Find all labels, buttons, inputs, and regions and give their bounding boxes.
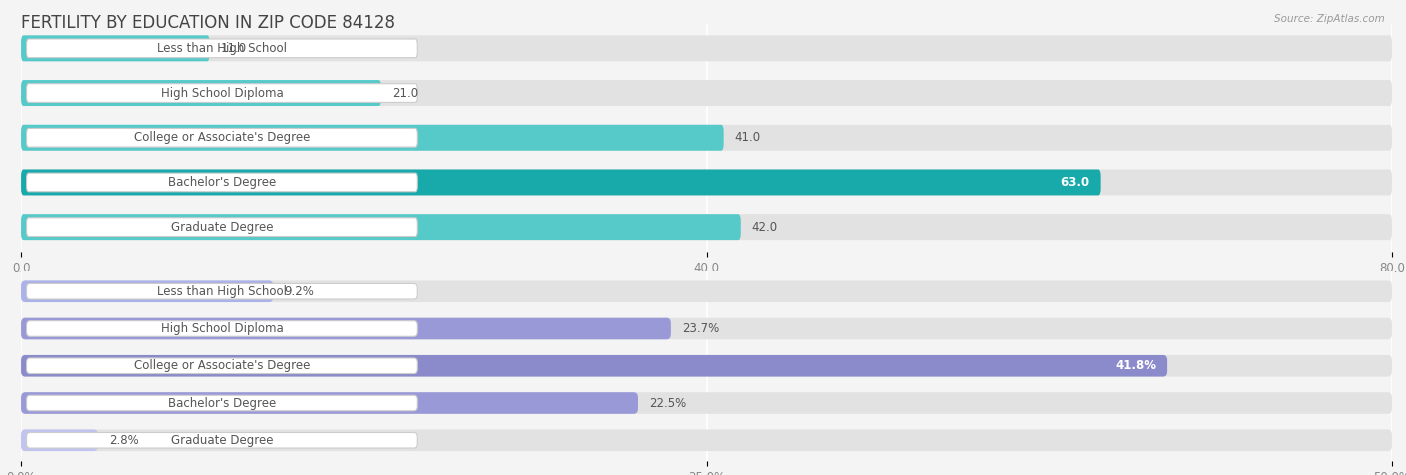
FancyBboxPatch shape <box>21 80 381 106</box>
Text: 2.8%: 2.8% <box>108 434 139 447</box>
FancyBboxPatch shape <box>21 280 1392 302</box>
Text: 41.0: 41.0 <box>734 131 761 144</box>
FancyBboxPatch shape <box>27 84 418 103</box>
FancyBboxPatch shape <box>27 432 418 448</box>
FancyBboxPatch shape <box>21 392 1392 414</box>
Text: 9.2%: 9.2% <box>284 285 314 298</box>
FancyBboxPatch shape <box>27 128 418 147</box>
Text: College or Associate's Degree: College or Associate's Degree <box>134 359 311 372</box>
FancyBboxPatch shape <box>21 35 1392 61</box>
Text: High School Diploma: High School Diploma <box>160 322 283 335</box>
Text: Graduate Degree: Graduate Degree <box>170 434 273 447</box>
FancyBboxPatch shape <box>21 318 1392 339</box>
FancyBboxPatch shape <box>21 318 671 339</box>
FancyBboxPatch shape <box>27 284 418 299</box>
Text: 42.0: 42.0 <box>752 221 778 234</box>
FancyBboxPatch shape <box>27 218 418 237</box>
Text: High School Diploma: High School Diploma <box>160 86 283 100</box>
Text: 41.8%: 41.8% <box>1115 359 1156 372</box>
Text: Less than High School: Less than High School <box>157 285 287 298</box>
Text: Less than High School: Less than High School <box>157 42 287 55</box>
FancyBboxPatch shape <box>21 170 1392 195</box>
FancyBboxPatch shape <box>21 355 1392 377</box>
Text: FERTILITY BY EDUCATION IN ZIP CODE 84128: FERTILITY BY EDUCATION IN ZIP CODE 84128 <box>21 14 395 32</box>
FancyBboxPatch shape <box>21 355 1167 377</box>
FancyBboxPatch shape <box>21 214 1392 240</box>
FancyBboxPatch shape <box>21 35 209 61</box>
FancyBboxPatch shape <box>27 39 418 57</box>
FancyBboxPatch shape <box>21 170 1101 195</box>
Text: 21.0: 21.0 <box>392 86 418 100</box>
Text: 23.7%: 23.7% <box>682 322 718 335</box>
Text: Source: ZipAtlas.com: Source: ZipAtlas.com <box>1274 14 1385 24</box>
Text: Bachelor's Degree: Bachelor's Degree <box>167 397 276 409</box>
FancyBboxPatch shape <box>21 429 98 451</box>
FancyBboxPatch shape <box>27 173 418 192</box>
FancyBboxPatch shape <box>21 280 273 302</box>
FancyBboxPatch shape <box>21 392 638 414</box>
FancyBboxPatch shape <box>21 429 1392 451</box>
Text: Graduate Degree: Graduate Degree <box>170 221 273 234</box>
FancyBboxPatch shape <box>21 214 741 240</box>
Text: Bachelor's Degree: Bachelor's Degree <box>167 176 276 189</box>
FancyBboxPatch shape <box>21 125 724 151</box>
FancyBboxPatch shape <box>27 358 418 373</box>
FancyBboxPatch shape <box>21 125 1392 151</box>
Text: College or Associate's Degree: College or Associate's Degree <box>134 131 311 144</box>
Text: 22.5%: 22.5% <box>650 397 686 409</box>
FancyBboxPatch shape <box>27 321 418 336</box>
FancyBboxPatch shape <box>27 395 418 411</box>
Text: 63.0: 63.0 <box>1060 176 1090 189</box>
Text: 11.0: 11.0 <box>221 42 246 55</box>
FancyBboxPatch shape <box>21 80 1392 106</box>
